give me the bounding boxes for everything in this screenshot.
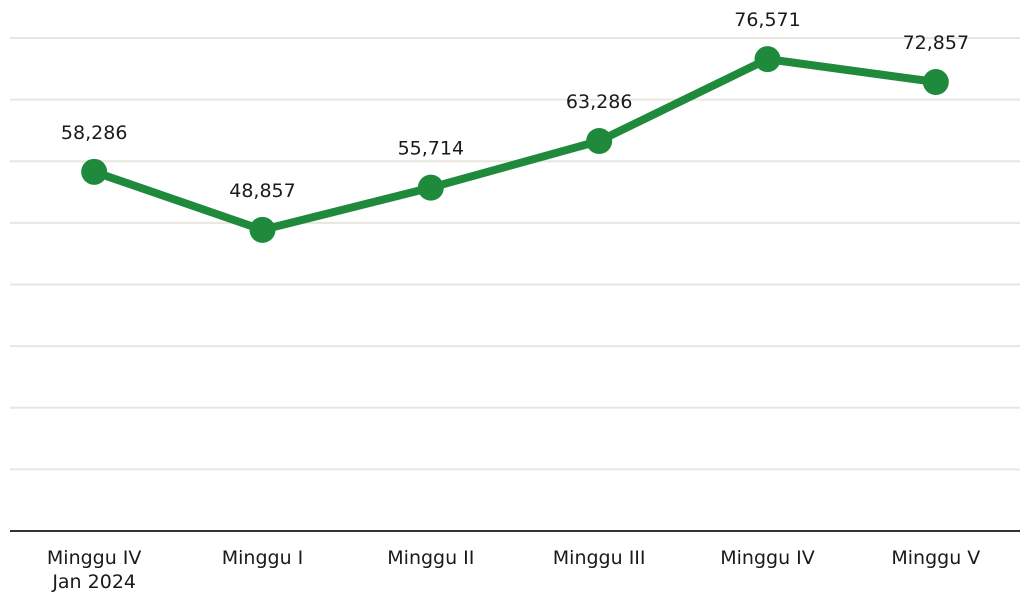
data-label: 72,857 bbox=[903, 32, 969, 54]
point bbox=[754, 46, 781, 73]
data-label: 76,571 bbox=[734, 9, 800, 31]
data-label: 55,714 bbox=[398, 138, 464, 160]
line bbox=[92, 55, 937, 234]
x-tick-label: Minggu I bbox=[221, 547, 304, 569]
point bbox=[81, 158, 108, 185]
x-tick-label: Minggu V bbox=[891, 547, 981, 569]
x-tick-label: Minggu III bbox=[552, 547, 646, 569]
x-tick-label: Minggu IV Jan 2024 bbox=[46, 547, 142, 593]
point bbox=[922, 69, 949, 96]
x-tick-label: Minggu IV bbox=[720, 547, 815, 569]
x-tick-label: Minggu II bbox=[387, 547, 475, 569]
data-label: 58,286 bbox=[61, 122, 127, 144]
point bbox=[249, 216, 276, 243]
point bbox=[586, 128, 613, 155]
data-label: 63,286 bbox=[566, 91, 632, 113]
point bbox=[417, 174, 444, 201]
data-label: 48,857 bbox=[229, 180, 295, 202]
